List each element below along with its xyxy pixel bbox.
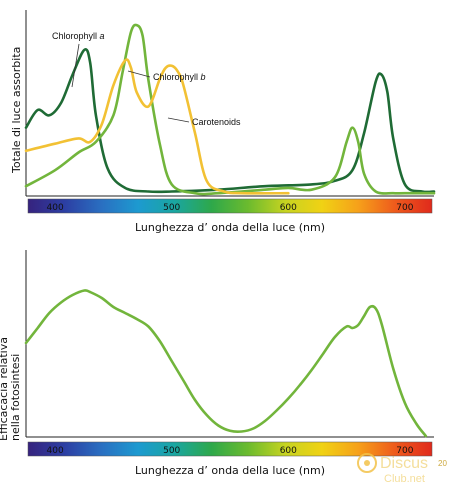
absorption-series-group: [24, 23, 436, 196]
efficacy-tick-700: 700: [396, 446, 413, 456]
efficacy-tick-500: 500: [163, 446, 180, 456]
absorption-tick-labels: 400 500 600 700: [47, 203, 414, 213]
efficacy-tick-400: 400: [47, 446, 64, 456]
watermark-sub: Club.net: [384, 473, 425, 485]
watermark-badge: 20: [438, 459, 447, 468]
chlorophyll-b-label: Chlorophyll b: [153, 72, 206, 82]
carotenoids-label: Carotenoids: [192, 117, 241, 127]
efficacy-series-efficacy: [24, 289, 428, 438]
efficacy-y-axis-label-line1: Efficacacia relativa: [0, 337, 10, 441]
watermark-logo-dot: [364, 460, 370, 466]
absorption-tick-400: 400: [47, 203, 64, 213]
efficacy-chart: Efficacacia relativa nella fotosintesi 4…: [0, 250, 434, 477]
absorption-spectrum-bar: [27, 198, 433, 214]
absorption-tick-600: 600: [280, 203, 297, 213]
efficacy-tick-600: 600: [280, 446, 297, 456]
efficacy-x-axis-label: Lunghezza d’ onda della luce (nm): [135, 464, 325, 477]
efficacy-spectrum-bar: [27, 441, 433, 457]
absorption-series-chlorophyll-b: [24, 23, 436, 196]
absorption-chart: Totale di luce assorbita Chlorophyll a C…: [10, 10, 436, 234]
chlorophyll-a-leader: [71, 43, 80, 88]
absorption-tick-700: 700: [396, 203, 413, 213]
discusclub-watermark: Discus Club.net 20: [357, 453, 447, 485]
efficacy-tick-labels: 400 500 600 700: [47, 446, 414, 456]
watermark-brand: Discus: [380, 455, 428, 472]
chlorophyll-a-label: Chlorophyll a: [52, 31, 105, 41]
efficacy-y-axis-label-line2: nella fotosintesi: [9, 354, 22, 441]
absorption-x-axis-label: Lunghezza d’ onda della luce (nm): [135, 221, 325, 234]
chlorophyll-b-leader: [127, 70, 151, 78]
efficacy-y-axis-label: Efficacacia relativa nella fotosintesi: [0, 334, 22, 441]
absorption-y-axis-label: Totale di luce assorbita: [10, 47, 23, 174]
absorption-tick-500: 500: [163, 203, 180, 213]
absorption-series-carotenoids: [24, 58, 290, 195]
efficacy-series-group: [24, 289, 428, 438]
carotenoids-leader: [167, 117, 190, 123]
watermark-logo-icon: [357, 453, 377, 473]
